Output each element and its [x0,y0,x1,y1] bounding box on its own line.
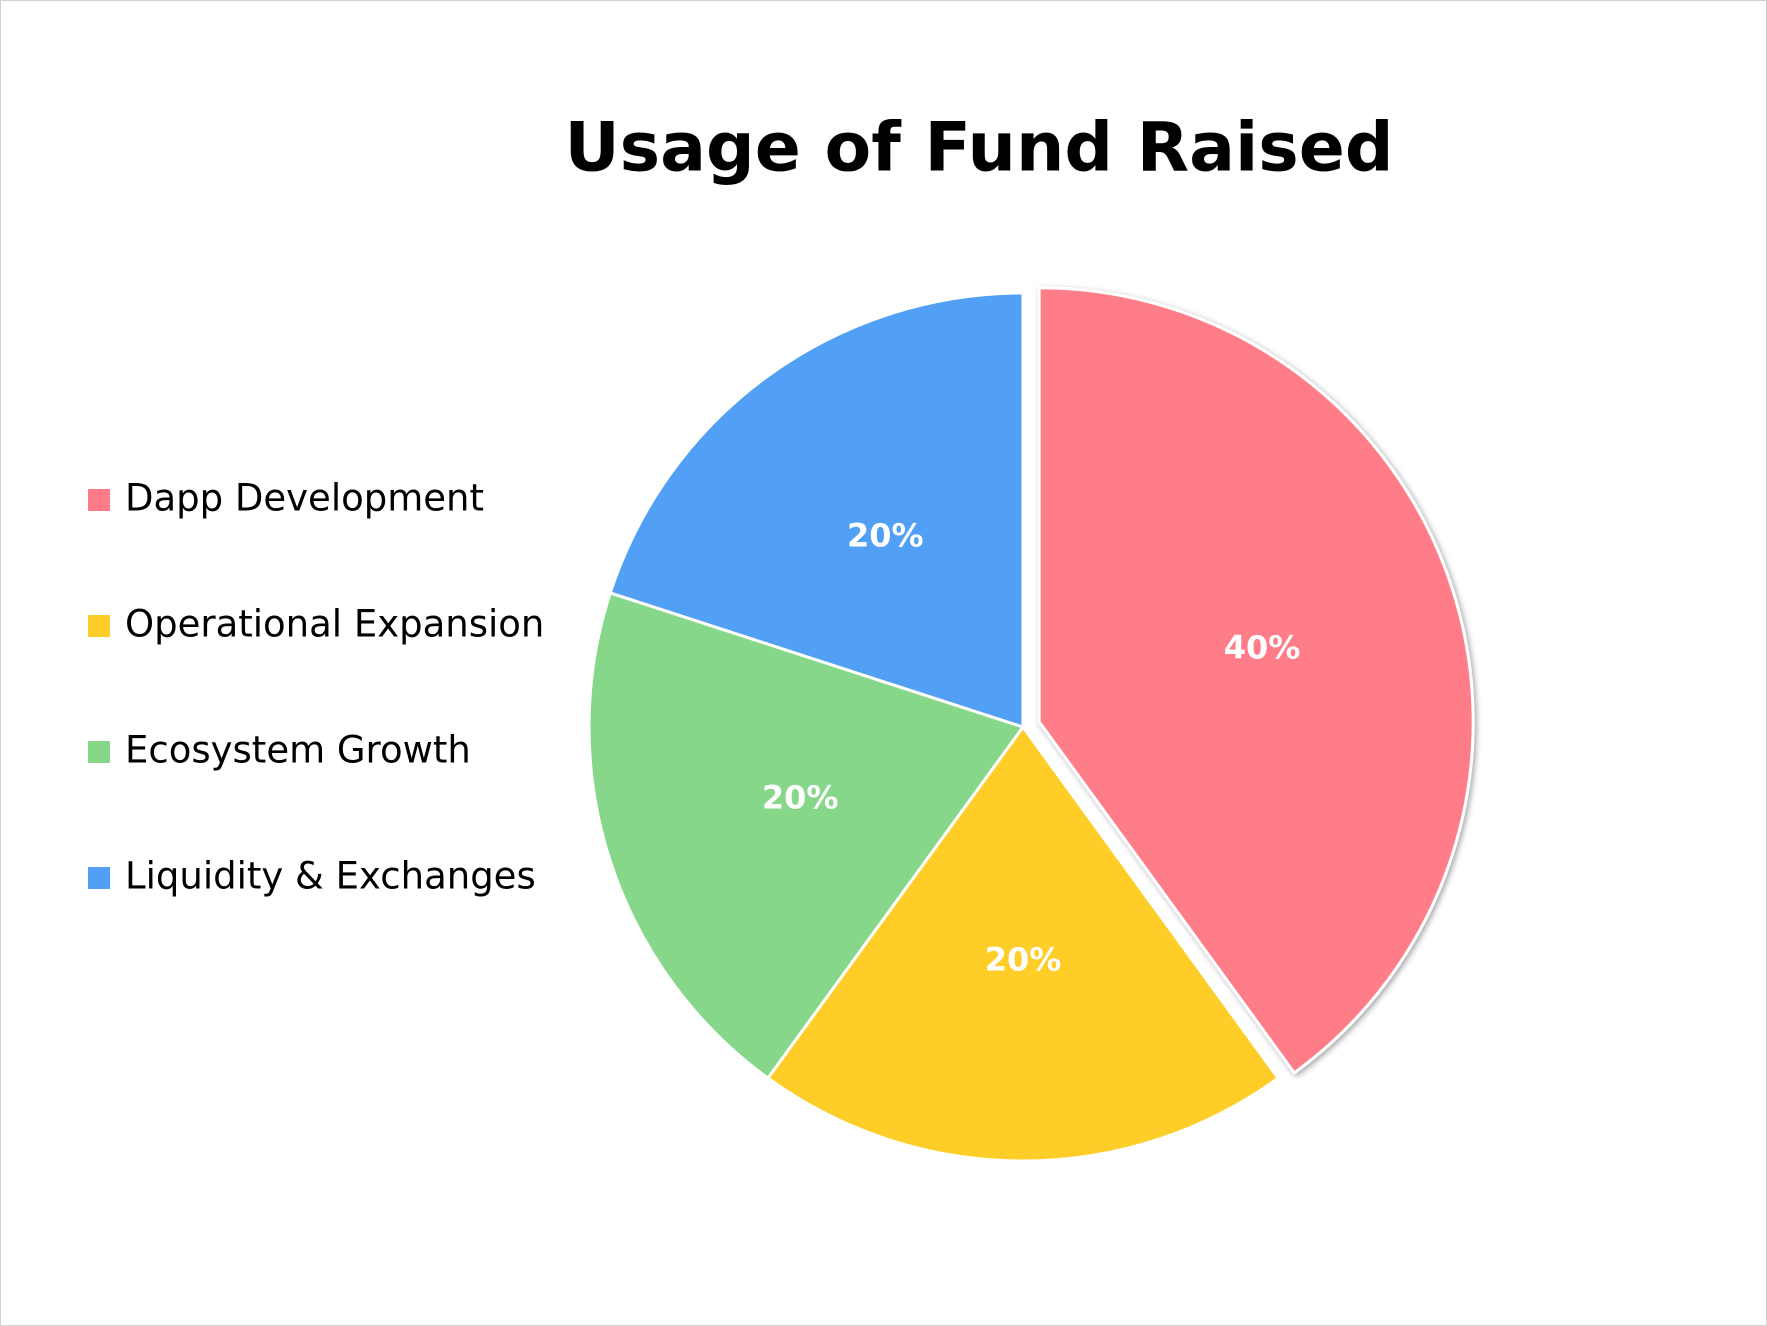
data-label: 40% [1224,628,1301,666]
legend-label: Operational Expansion [125,603,544,646]
legend-label: Dapp Development [125,477,484,520]
legend-swatch [88,867,110,889]
pie-slice [587,591,1025,1080]
data-label: 20% [847,516,924,554]
legend-swatch [88,489,110,511]
chart-title: Usage of Fund Raised [564,109,1393,188]
legend-label: Liquidity & Exchanges [125,855,536,898]
legend-swatch [88,615,110,637]
legend-swatch [88,741,110,763]
pie-slice [1037,286,1475,1075]
legend-label: Ecosystem Growth [125,729,471,772]
data-label: 20% [985,940,1062,978]
pie-slice [608,291,1025,729]
pie-slice [766,725,1280,1163]
data-label: 20% [762,778,839,816]
